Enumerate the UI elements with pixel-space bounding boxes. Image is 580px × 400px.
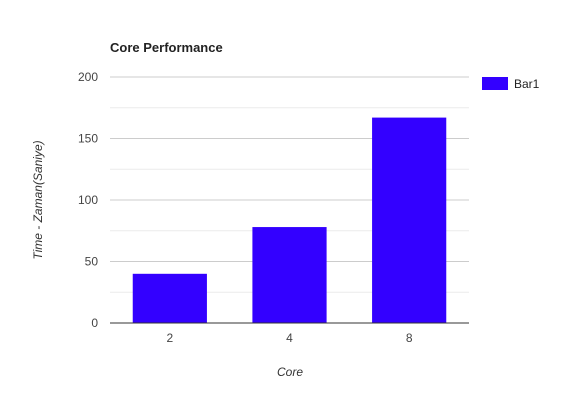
y-tick-labels: 0 50 100 150 200	[78, 70, 98, 330]
x-axis-label: Core	[277, 365, 303, 379]
bars	[132, 117, 447, 323]
x-tick-label: 8	[406, 331, 413, 345]
y-tick-label: 200	[78, 70, 98, 84]
legend-label: Bar1	[514, 77, 540, 91]
bar-2[interactable]	[132, 273, 207, 323]
chart-title: Core Performance	[110, 40, 223, 55]
x-tick-labels: 2 4 8	[166, 331, 412, 345]
bar-4[interactable]	[252, 227, 327, 323]
y-tick-label: 150	[78, 132, 98, 146]
legend-swatch	[482, 77, 508, 90]
y-tick-label: 0	[91, 316, 98, 330]
legend: Bar1	[482, 77, 540, 91]
y-tick-label: 50	[85, 255, 99, 269]
x-tick-label: 2	[166, 331, 173, 345]
x-tick-label: 4	[286, 331, 293, 345]
bar-8[interactable]	[372, 117, 447, 323]
y-tick-label: 100	[78, 193, 98, 207]
y-axis-label: Time - Zaman(Saniye)	[31, 140, 45, 259]
